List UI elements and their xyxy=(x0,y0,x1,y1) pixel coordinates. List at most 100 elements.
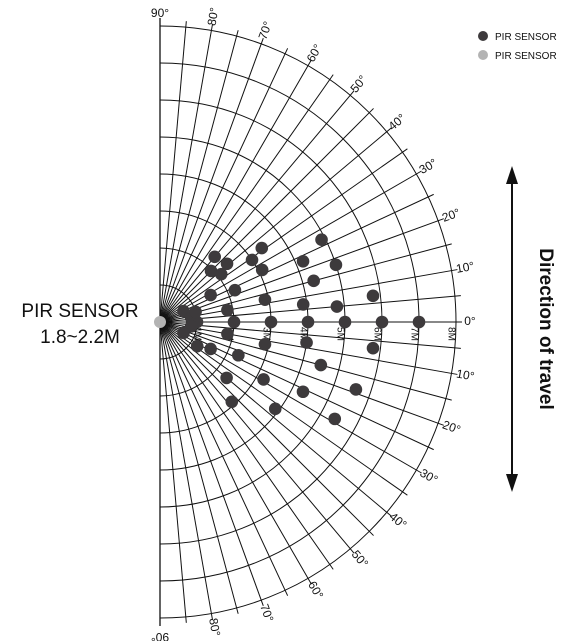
detection-point xyxy=(349,383,363,396)
radial-line xyxy=(159,321,392,517)
detection-point xyxy=(412,315,426,329)
detection-point xyxy=(228,283,242,297)
detection-point xyxy=(177,326,190,340)
detection-point xyxy=(214,267,228,281)
radial-line xyxy=(159,38,264,323)
radial-line xyxy=(159,108,374,323)
angle-label: 90° xyxy=(151,6,169,20)
angle-label: 30° xyxy=(418,466,441,487)
radial-line xyxy=(159,321,444,426)
detection-point xyxy=(296,298,310,311)
detection-point xyxy=(204,288,217,302)
radial-line xyxy=(159,218,444,323)
radial-line xyxy=(159,321,312,584)
pir-sensor-origin xyxy=(154,316,166,328)
radial-line xyxy=(159,321,461,349)
distance-label: 4M xyxy=(297,327,308,341)
angle-label: 80° xyxy=(206,617,223,638)
detection-point xyxy=(232,348,245,362)
radial-line xyxy=(159,60,312,323)
detection-point xyxy=(221,303,234,317)
detection-point xyxy=(225,395,239,409)
distance-label: 5M xyxy=(334,327,345,341)
direction-of-travel-label: Direction of travel xyxy=(535,248,556,410)
radial-line xyxy=(159,295,461,323)
detection-point xyxy=(300,336,313,349)
radial-line xyxy=(159,193,434,323)
detection-point xyxy=(208,250,222,264)
detection-point xyxy=(190,339,204,353)
detection-point xyxy=(301,315,315,329)
detection-point xyxy=(204,264,218,278)
direction-arrow xyxy=(506,166,518,492)
legend-label-dark: PIR SENSOR xyxy=(495,32,557,43)
detection-point xyxy=(329,258,343,272)
detection-points xyxy=(177,233,426,426)
detection-point xyxy=(258,293,272,306)
detection-point xyxy=(338,315,352,329)
radial-line xyxy=(159,321,289,596)
angle-label: 40° xyxy=(387,509,410,532)
radial-line xyxy=(159,243,452,323)
detection-point xyxy=(220,257,234,271)
detection-point xyxy=(255,263,269,277)
radial-line xyxy=(159,321,422,474)
angle-label: 20° xyxy=(441,418,463,437)
angle-label: 20° xyxy=(440,205,462,224)
legend-dark-dot xyxy=(478,31,488,41)
angle-label: 10° xyxy=(455,367,475,384)
detection-point xyxy=(255,241,269,255)
angle-label: 80° xyxy=(205,6,222,26)
radial-line xyxy=(159,148,408,323)
radial-line xyxy=(159,321,374,536)
detection-point xyxy=(227,315,241,329)
angle-label: 60° xyxy=(305,579,326,602)
detection-point xyxy=(220,371,233,385)
sensor-label-line2: 1.8~2.2M xyxy=(40,327,120,348)
detection-point xyxy=(245,253,259,267)
detection-point xyxy=(366,289,380,303)
sensor-label-line1: PIR SENSOR xyxy=(21,301,138,322)
detection-point xyxy=(330,300,344,313)
angle-label: 60° xyxy=(304,42,325,65)
radial-line xyxy=(159,24,213,323)
detection-point xyxy=(257,373,270,386)
radial-line xyxy=(159,170,422,323)
radial-line xyxy=(159,321,187,623)
radial-line xyxy=(159,321,213,620)
distance-label: 8M xyxy=(445,327,456,341)
radial-line xyxy=(159,321,334,570)
angle-label: 50° xyxy=(347,72,370,95)
legend-gray-dot xyxy=(478,50,488,60)
detection-point xyxy=(296,254,310,268)
distance-label: 1M xyxy=(191,327,202,341)
radial-line xyxy=(159,321,355,554)
radial-line xyxy=(159,321,239,614)
radial-line xyxy=(159,321,264,606)
distance-label: 6M xyxy=(371,327,382,341)
detection-point xyxy=(314,358,328,372)
detection-point xyxy=(221,327,234,341)
detection-point xyxy=(268,402,282,416)
angle-label: 10° xyxy=(455,259,476,276)
detection-point xyxy=(296,385,310,399)
detection-point xyxy=(189,305,202,319)
radial-line xyxy=(159,74,334,323)
detection-point xyxy=(204,342,217,356)
radial-line xyxy=(159,30,239,323)
detection-point xyxy=(258,338,272,351)
distance-label: 7M xyxy=(408,327,419,341)
legend-label-gray: PIR SENSOR xyxy=(495,51,557,62)
detection-point xyxy=(315,233,328,246)
radial-line xyxy=(159,127,392,323)
angle-label: 0° xyxy=(464,314,476,328)
radial-line xyxy=(159,48,289,323)
radial-line xyxy=(159,90,355,323)
angle-label: 90° xyxy=(151,630,169,641)
angle-label: 70° xyxy=(256,19,275,41)
angle-label: 70° xyxy=(257,602,276,624)
radial-line xyxy=(159,321,452,401)
radial-line xyxy=(159,321,434,451)
detection-point xyxy=(264,315,278,329)
